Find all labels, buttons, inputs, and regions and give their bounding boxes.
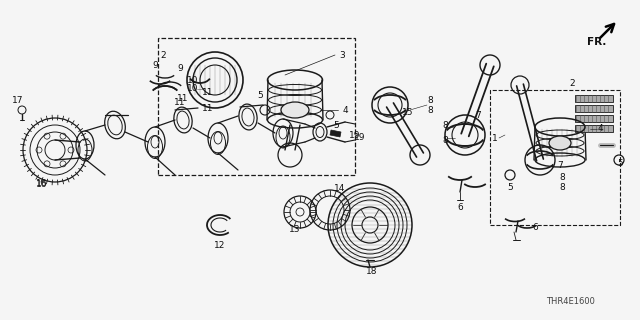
Text: 19: 19 xyxy=(349,131,361,140)
Text: 7: 7 xyxy=(475,110,481,119)
Text: 17: 17 xyxy=(12,95,24,105)
Text: 5: 5 xyxy=(333,121,339,130)
Text: 2: 2 xyxy=(569,78,575,87)
Text: 4: 4 xyxy=(597,124,603,132)
Text: 11: 11 xyxy=(177,93,189,102)
Text: FR.: FR. xyxy=(588,37,607,47)
Bar xyxy=(490,90,620,225)
Text: 8: 8 xyxy=(427,95,433,105)
Polygon shape xyxy=(330,130,341,137)
Text: 15: 15 xyxy=(403,108,413,116)
Text: 9: 9 xyxy=(152,60,158,69)
Bar xyxy=(158,38,355,175)
Text: 9: 9 xyxy=(177,63,183,73)
Text: 8: 8 xyxy=(559,182,565,191)
Text: 5: 5 xyxy=(257,91,263,100)
Text: 5: 5 xyxy=(507,182,513,191)
Text: 14: 14 xyxy=(334,183,346,193)
Bar xyxy=(575,105,613,112)
Text: 7: 7 xyxy=(557,161,563,170)
Text: 5: 5 xyxy=(617,158,623,167)
Text: 2: 2 xyxy=(160,51,166,60)
Text: 11: 11 xyxy=(202,87,214,97)
Text: 19: 19 xyxy=(355,132,365,141)
Text: 6: 6 xyxy=(457,204,463,212)
Text: 1: 1 xyxy=(492,133,498,142)
Text: 10: 10 xyxy=(188,76,199,84)
Text: 11: 11 xyxy=(202,103,214,113)
Text: 4: 4 xyxy=(342,106,348,115)
Text: 8: 8 xyxy=(442,135,448,145)
Text: 8: 8 xyxy=(442,121,448,130)
Text: 10: 10 xyxy=(188,84,199,92)
Bar xyxy=(575,95,613,102)
Text: —: — xyxy=(197,87,203,92)
Text: 8: 8 xyxy=(559,172,565,181)
Text: 18: 18 xyxy=(366,268,378,276)
Text: 12: 12 xyxy=(214,242,226,251)
Text: 6: 6 xyxy=(532,223,538,233)
Text: 8: 8 xyxy=(427,106,433,115)
Text: 3: 3 xyxy=(339,51,345,60)
Text: 16: 16 xyxy=(36,179,48,188)
Text: 13: 13 xyxy=(289,226,301,235)
Text: THR4E1600: THR4E1600 xyxy=(545,298,595,307)
Text: 11: 11 xyxy=(174,98,186,107)
Bar xyxy=(575,115,613,122)
Ellipse shape xyxy=(281,102,309,118)
Bar xyxy=(575,125,613,132)
Text: 16: 16 xyxy=(36,180,48,188)
Ellipse shape xyxy=(549,136,571,150)
